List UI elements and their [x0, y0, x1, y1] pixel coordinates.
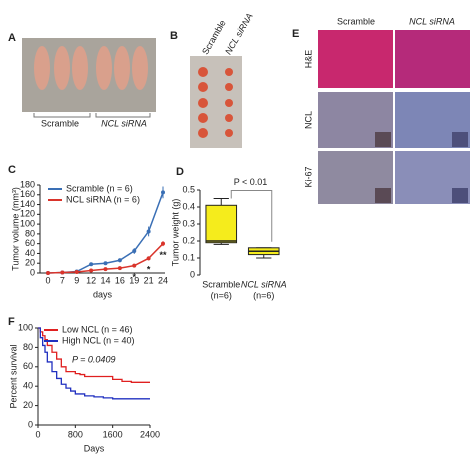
x-tick-label: 12 [86, 275, 96, 285]
panel-label: F [8, 316, 15, 328]
y-tick-label: 100 [20, 218, 35, 228]
y-tick-label: 0.5 [182, 184, 195, 194]
row-label: NCL [303, 111, 313, 129]
x-tick-sublabel: (n=6) [211, 290, 232, 300]
data-point [161, 241, 165, 246]
legend-label: NCL siRNA (n = 6) [66, 194, 140, 204]
y-tick-label: 40 [23, 381, 33, 391]
x-axis-label: days [93, 289, 113, 299]
x-tick-label: 9 [74, 275, 79, 285]
y-tick-label: 0.4 [182, 201, 195, 211]
p-value: P = 0.0409 [72, 354, 115, 364]
y-tick-label: 0.1 [182, 252, 195, 262]
photo-histology [318, 30, 470, 204]
data-point [132, 263, 137, 268]
y-tick-label: 140 [20, 199, 35, 209]
data-point [89, 268, 94, 273]
data-point [89, 262, 94, 267]
y-tick-label: 180 [20, 179, 35, 189]
data-point [46, 271, 50, 275]
x-tick-label: 7 [60, 275, 65, 285]
y-tick-label: 60 [25, 238, 35, 248]
y-tick-label: 0 [190, 269, 195, 279]
y-tick-label: 60 [23, 361, 33, 371]
panel-label: B [170, 30, 178, 42]
data-point [146, 229, 151, 234]
legend-label: High NCL (n = 40) [62, 335, 134, 345]
y-tick-label: 20 [25, 258, 35, 268]
x-tick-label: 0 [45, 275, 50, 285]
x-tick-label: 800 [68, 429, 83, 439]
x-axis-label: Days [84, 443, 105, 453]
y-axis-label: Percent survival [8, 344, 18, 408]
x-tick-label: 14 [100, 275, 110, 285]
column-label: NCL siRNA [223, 11, 255, 56]
y-tick-label: 160 [20, 189, 35, 199]
y-tick-label: 100 [18, 322, 33, 332]
y-tick-label: 0 [30, 267, 35, 277]
data-point [117, 266, 122, 271]
data-point [132, 249, 137, 253]
x-tick-label: 0 [35, 429, 40, 439]
y-tick-label: 120 [20, 209, 35, 219]
x-tick-label: 21 [144, 275, 154, 285]
survival-curve [38, 327, 150, 400]
x-tick-label: 1600 [103, 429, 123, 439]
y-tick-label: 80 [25, 228, 35, 238]
significance-bracket [230, 190, 273, 242]
photo-tumors [190, 56, 242, 148]
survival-curve [38, 327, 150, 383]
data-point [60, 270, 65, 275]
x-tick-sublabel: (n=6) [253, 290, 274, 300]
x-tick-label: 2400 [140, 429, 160, 439]
x-tick-label: 16 [115, 275, 125, 285]
significance: * [147, 265, 151, 275]
group-label: Scramble [41, 118, 79, 128]
y-tick-label: 20 [23, 400, 33, 410]
row-label: Ki-67 [303, 166, 313, 187]
column-label: NCL siRNA [409, 16, 455, 26]
significance: ** [159, 250, 167, 260]
data-point [103, 267, 108, 272]
data-point [161, 190, 165, 195]
x-tick-label: 19 [129, 275, 139, 285]
y-axis-label: Tumor volume (mm³) [10, 187, 20, 271]
data-point [117, 258, 122, 263]
legend-label: Low NCL (n = 46) [62, 324, 132, 334]
y-axis-label: Tumor weight (g) [170, 199, 180, 267]
y-tick-label: 0 [28, 419, 33, 429]
p-value: P < 0.01 [234, 177, 268, 187]
panel-label: A [8, 32, 16, 44]
panel-label: E [292, 28, 299, 40]
x-tick-label: NCL siRNA [241, 279, 287, 289]
column-label: Scramble [337, 16, 375, 26]
y-tick-label: 0.2 [182, 235, 195, 245]
panel-label: D [176, 166, 184, 178]
data-point [74, 270, 79, 275]
data-point [146, 256, 151, 261]
y-tick-label: 80 [23, 342, 33, 352]
box [205, 204, 238, 244]
panel-label: C [8, 164, 16, 176]
photo-mice [22, 38, 156, 118]
legend-label: Scramble (n = 6) [66, 183, 133, 193]
x-tick-label: Scramble [202, 279, 240, 289]
row-label: H&E [303, 50, 313, 69]
series-line [47, 192, 164, 274]
x-tick-label: 24 [158, 275, 168, 285]
group-label: NCL siRNA [101, 118, 147, 128]
y-tick-label: 40 [25, 248, 35, 258]
y-tick-label: 0.3 [182, 218, 195, 228]
significance: * [132, 272, 136, 282]
data-point [103, 261, 108, 266]
